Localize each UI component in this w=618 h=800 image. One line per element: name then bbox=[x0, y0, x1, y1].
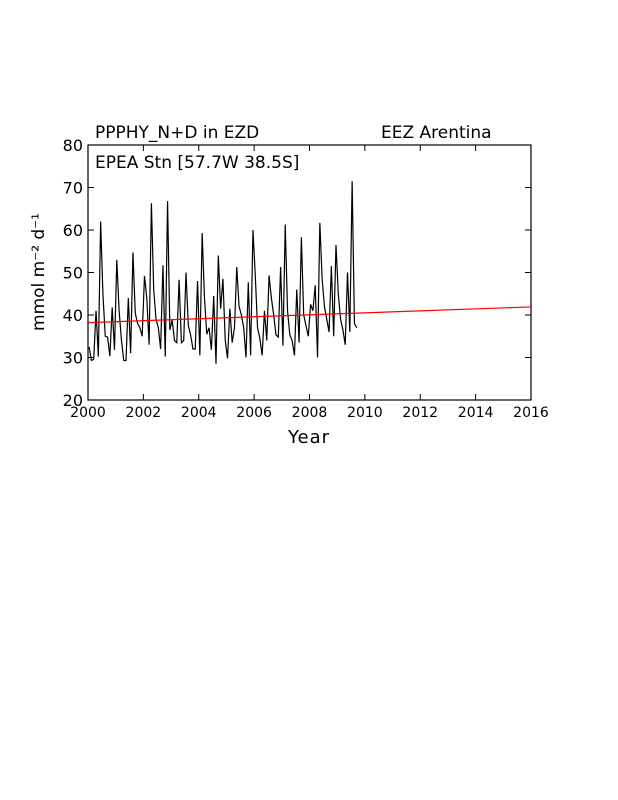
x-tick-label: 2014 bbox=[458, 405, 494, 421]
trend-line-red bbox=[87, 306, 532, 324]
x-tick-label: 2000 bbox=[70, 405, 106, 421]
y-axis: 20 30 40 50 60 70 80 bbox=[63, 136, 531, 410]
y-tick-label: 20 bbox=[63, 391, 83, 410]
x-tick-label: 2004 bbox=[181, 405, 217, 421]
y-axis-label: mmol m⁻² d⁻¹ bbox=[29, 213, 49, 331]
x-axis: 2000 2002 2004 2006 2008 2010 2012 2014 2016 bbox=[70, 145, 549, 421]
y-tick-label: 50 bbox=[63, 264, 83, 283]
x-tick-label: 2010 bbox=[347, 405, 383, 421]
x-tick-label: 2002 bbox=[126, 405, 162, 421]
chart-subtitle: EPEA Stn [57.7W 38.5S] bbox=[95, 153, 299, 173]
y-tick-label: 70 bbox=[63, 179, 83, 198]
y-tick-label: 60 bbox=[63, 221, 83, 240]
x-tick-label: 2016 bbox=[513, 405, 549, 421]
plot-frame bbox=[87, 144, 532, 401]
x-axis-label: Year bbox=[287, 427, 330, 448]
x-tick-label: 2008 bbox=[292, 405, 328, 421]
y-tick-label: 30 bbox=[63, 349, 83, 368]
y-tick-label: 80 bbox=[63, 136, 83, 155]
series-line-black bbox=[88, 181, 358, 364]
chart-title-left: PPPHY_N+D in EZD bbox=[95, 123, 259, 143]
x-tick-label: 2012 bbox=[402, 405, 438, 421]
x-tick-label: 2006 bbox=[236, 405, 272, 421]
y-tick-label: 40 bbox=[63, 306, 83, 325]
chart-title-right: EEZ Arentina bbox=[381, 123, 492, 143]
